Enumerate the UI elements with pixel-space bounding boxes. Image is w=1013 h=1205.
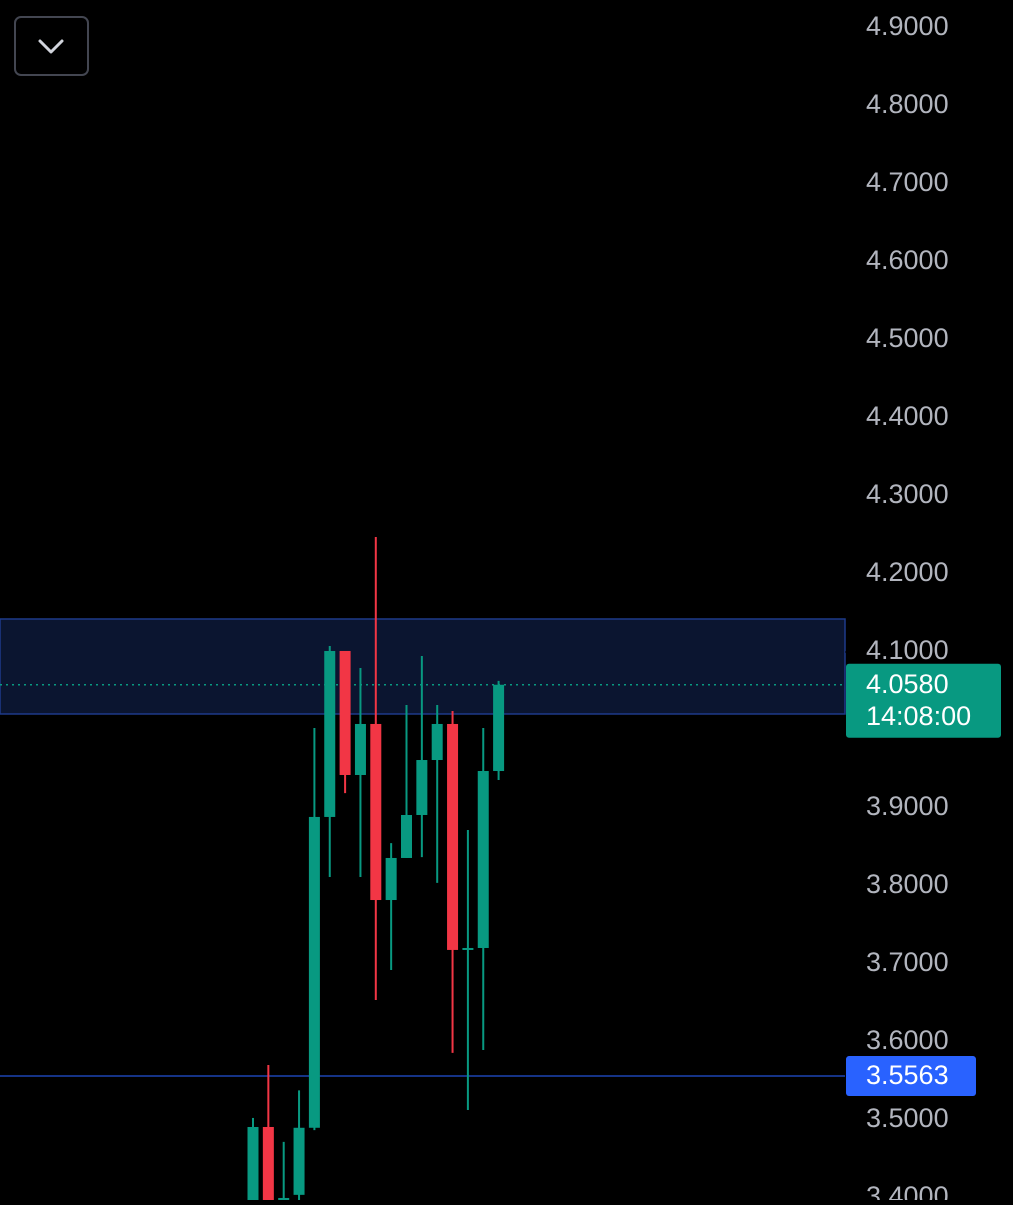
y-tick-label: 3.4000: [866, 1181, 949, 1200]
candle-body: [324, 650, 336, 817]
countdown-label: 14:08:00: [866, 701, 971, 731]
y-tick-label: 4.1000: [866, 635, 949, 665]
candle-body: [416, 760, 428, 816]
button-frame[interactable]: [14, 16, 89, 76]
candle-body: [493, 684, 505, 772]
candle-body: [447, 723, 459, 950]
last-price-label: 4.0580: [866, 669, 949, 699]
y-tick-label: 4.6000: [866, 245, 949, 275]
candle-body: [339, 650, 351, 775]
candle-body: [401, 815, 412, 858]
candle-body: [370, 723, 382, 901]
y-tick-label: 3.6000: [866, 1025, 949, 1055]
candle-body: [431, 723, 443, 761]
y-tick-label: 4.2000: [866, 557, 949, 587]
y-tick-label: 4.5000: [866, 323, 949, 353]
candle-body: [385, 857, 397, 901]
y-tick-label: 4.7000: [866, 167, 949, 197]
collapse-button[interactable]: [14, 16, 89, 76]
candle-body: [262, 1126, 274, 1205]
candle-body: [293, 1127, 305, 1195]
candle-body: [308, 816, 320, 1128]
level-label-box: [846, 1056, 976, 1097]
level-label: 3.5563: [866, 1060, 949, 1090]
y-tick-label: 3.7000: [866, 947, 949, 977]
y-tick-label: 4.3000: [866, 479, 949, 509]
candle-body: [462, 947, 474, 950]
chevron-icon[interactable]: [38, 39, 64, 54]
y-tick-label: 3.9000: [866, 791, 949, 821]
y-tick-label: 3.8000: [866, 869, 949, 899]
y-tick-label: 3.5000: [866, 1103, 949, 1133]
y-tick-label: 4.4000: [866, 401, 949, 431]
y-tick-label: 4.9000: [866, 11, 949, 41]
plot-area: [0, 537, 846, 1205]
candle-body: [247, 1126, 259, 1205]
candle-body: [354, 723, 366, 775]
price-axis: 4.9000 4.8000 4.7000 4.6000 4.5000 4.4000 4.30…: [845, 11, 949, 1205]
last-price-box: [846, 663, 1001, 738]
candle-body: [477, 771, 489, 948]
y-tick-label: 4.8000: [866, 89, 949, 119]
